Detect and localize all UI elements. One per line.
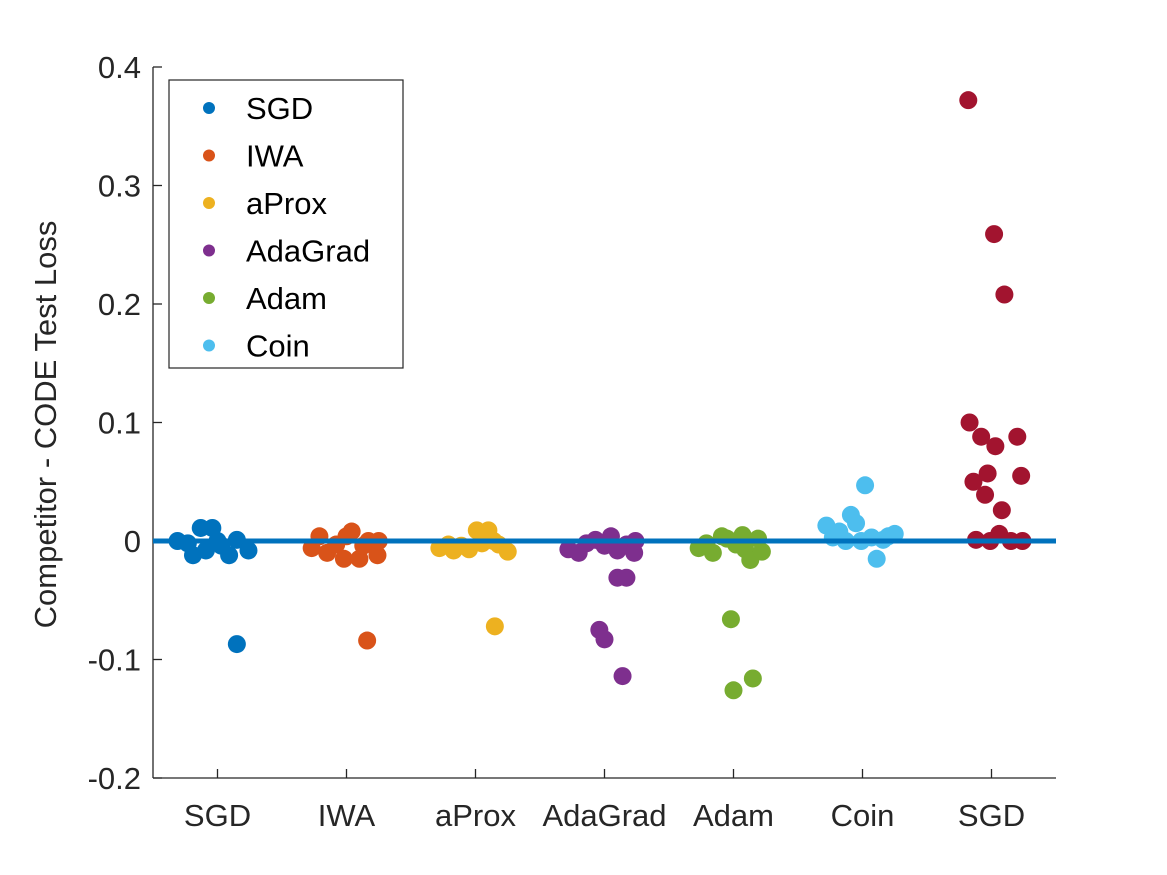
data-point (986, 437, 1005, 456)
data-point (856, 476, 875, 495)
data-point (1012, 466, 1031, 485)
x-tick-label: aProx (435, 798, 516, 833)
data-point (1008, 427, 1027, 446)
data-point (972, 427, 991, 446)
y-tick-label: 0 (124, 524, 141, 559)
y-tick-label: 0.2 (98, 287, 141, 322)
legend-entry-label: IWA (246, 139, 304, 174)
data-point (239, 541, 258, 560)
y-tick-label: 0.3 (98, 169, 141, 204)
legend-entry-label: Adam (246, 281, 327, 316)
data-point (960, 413, 979, 432)
data-point (613, 667, 632, 686)
data-point (978, 464, 997, 483)
data-point (964, 472, 983, 491)
data-point (358, 631, 377, 650)
data-point (721, 610, 740, 629)
x-tick-label: IWA (318, 798, 376, 833)
x-tick-label: SGD (184, 798, 251, 833)
y-tick-label: -0.2 (88, 761, 141, 796)
data-point (752, 542, 771, 561)
data-point (220, 546, 239, 565)
x-tick-label: AdaGrad (542, 798, 666, 833)
y-tick-labels: -0.2 -0.1 0 0.1 0.2 0.3 0.4 (88, 50, 141, 796)
data-point (595, 630, 614, 649)
legend-marker (203, 102, 215, 114)
data-point (368, 546, 387, 565)
data-point (227, 635, 246, 654)
y-axis-label: Competitor - CODE Test Loss (28, 221, 63, 629)
data-point (498, 542, 517, 561)
legend-entry-label: Coin (246, 329, 310, 364)
legend-entry-label: SGD (246, 91, 313, 126)
data-point (847, 514, 866, 533)
legend-entry-label: aProx (246, 186, 327, 221)
legend-marker (203, 339, 215, 352)
x-tick-labels: SGD IWA aProx AdaGrad Adam Coin SGD (184, 798, 1025, 833)
data-point (617, 568, 636, 587)
x-tick-label: SGD (958, 798, 1025, 833)
data-point (867, 549, 886, 568)
x-tick-label: Coin (831, 798, 895, 833)
legend-marker (203, 197, 215, 209)
data-point (743, 669, 762, 688)
y-tick-label: 0.4 (98, 50, 141, 85)
data-point (959, 91, 978, 110)
y-tick-label: 0.1 (98, 406, 141, 441)
legend-marker (203, 149, 215, 162)
data-point (885, 524, 904, 543)
legend: SGD IWA aProx AdaGrad Adam Coin (168, 79, 404, 369)
data-point (485, 617, 504, 636)
legend-marker (203, 244, 215, 257)
y-tick-label: -0.1 (88, 643, 141, 678)
legend-box (168, 79, 404, 369)
data-point (985, 225, 1004, 244)
data-point (995, 285, 1014, 304)
data-point (703, 543, 722, 562)
data-point (724, 681, 743, 700)
data-point (976, 485, 995, 504)
x-tick-label: Adam (693, 798, 774, 833)
legend-marker (203, 292, 215, 304)
data-point (342, 522, 361, 541)
legend-entry-label: AdaGrad (246, 234, 370, 269)
data-point (334, 549, 353, 568)
data-point (992, 501, 1011, 520)
